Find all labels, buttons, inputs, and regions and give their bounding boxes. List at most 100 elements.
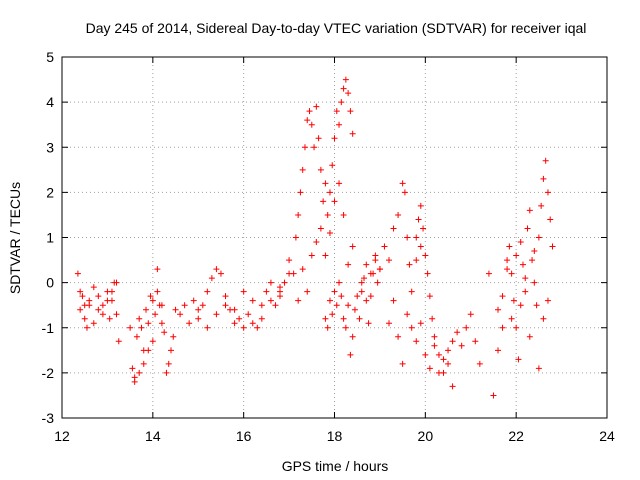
data-point: [140, 360, 147, 367]
x-axis-label: GPS time / hours: [282, 458, 389, 474]
data-point: [149, 297, 156, 304]
data-point: [90, 284, 97, 291]
data-point: [499, 293, 506, 300]
data-point: [154, 288, 161, 295]
data-point: [358, 279, 365, 286]
data-point: [317, 166, 324, 173]
data-point: [340, 85, 347, 92]
y-tick-label: -1: [42, 320, 55, 336]
data-point: [338, 293, 345, 300]
data-point: [236, 315, 243, 322]
data-point: [145, 347, 152, 354]
data-point: [304, 288, 311, 295]
data-point: [535, 365, 542, 372]
data-point: [95, 293, 102, 300]
data-point: [90, 320, 97, 327]
data-point: [154, 266, 161, 273]
x-tick-label: 22: [508, 428, 524, 444]
x-tick-label: 18: [327, 428, 343, 444]
data-point: [292, 234, 299, 241]
data-point: [308, 252, 315, 259]
data-point: [77, 288, 84, 295]
data-point: [445, 347, 452, 354]
data-point: [399, 180, 406, 187]
data-point: [195, 315, 202, 322]
data-point: [354, 293, 361, 300]
data-point: [544, 297, 551, 304]
data-point: [340, 315, 347, 322]
data-point: [390, 297, 397, 304]
data-point: [345, 302, 352, 309]
y-tick-label: -3: [42, 410, 55, 426]
data-point: [333, 302, 340, 309]
data-point: [286, 257, 293, 264]
data-point: [342, 324, 349, 331]
data-point: [338, 99, 345, 106]
data-point: [440, 369, 447, 376]
data-point: [81, 315, 88, 322]
data-point: [299, 266, 306, 273]
data-point: [231, 320, 238, 327]
data-point: [131, 378, 138, 385]
data-point: [195, 306, 202, 313]
data-point: [390, 225, 397, 232]
y-tick-label: 3: [46, 139, 54, 155]
data-point: [336, 180, 343, 187]
data-point: [365, 320, 372, 327]
data-point: [336, 279, 343, 286]
data-point: [299, 166, 306, 173]
data-point: [347, 351, 354, 358]
data-point: [258, 315, 265, 322]
data-point: [401, 189, 408, 196]
data-points: [74, 76, 556, 399]
data-point: [417, 243, 424, 250]
data-point: [295, 297, 302, 304]
data-point: [161, 329, 168, 336]
data-point: [513, 324, 520, 331]
data-point: [504, 257, 511, 264]
data-point: [445, 360, 452, 367]
data-point: [115, 338, 122, 345]
data-point: [240, 288, 247, 295]
data-point: [381, 243, 388, 250]
data-point: [417, 202, 424, 209]
data-point: [431, 342, 438, 349]
data-point: [522, 275, 529, 282]
data-point: [81, 302, 88, 309]
data-point: [272, 302, 279, 309]
data-point: [342, 76, 349, 83]
data-point: [290, 270, 297, 277]
data-point: [510, 297, 517, 304]
data-point: [542, 157, 549, 164]
data-point: [129, 365, 136, 372]
data-point: [413, 257, 420, 264]
data-point: [186, 320, 193, 327]
data-point: [308, 121, 315, 128]
data-point: [267, 279, 274, 286]
data-point: [372, 252, 379, 259]
data-point: [213, 266, 220, 273]
data-point: [349, 130, 356, 137]
data-point: [204, 324, 211, 331]
data-point: [345, 261, 352, 268]
data-point: [136, 369, 143, 376]
data-point: [531, 279, 538, 286]
data-point: [458, 342, 465, 349]
data-point: [408, 324, 415, 331]
data-point: [395, 211, 402, 218]
data-point: [440, 356, 447, 363]
data-point: [422, 252, 429, 259]
data-point: [322, 180, 329, 187]
data-point: [376, 266, 383, 273]
data-point: [415, 216, 422, 223]
data-point: [149, 338, 156, 345]
data-point: [422, 351, 429, 358]
data-point: [524, 225, 531, 232]
data-point: [127, 324, 134, 331]
data-point: [429, 315, 436, 322]
data-point: [424, 270, 431, 277]
data-point: [395, 333, 402, 340]
data-point: [538, 202, 545, 209]
